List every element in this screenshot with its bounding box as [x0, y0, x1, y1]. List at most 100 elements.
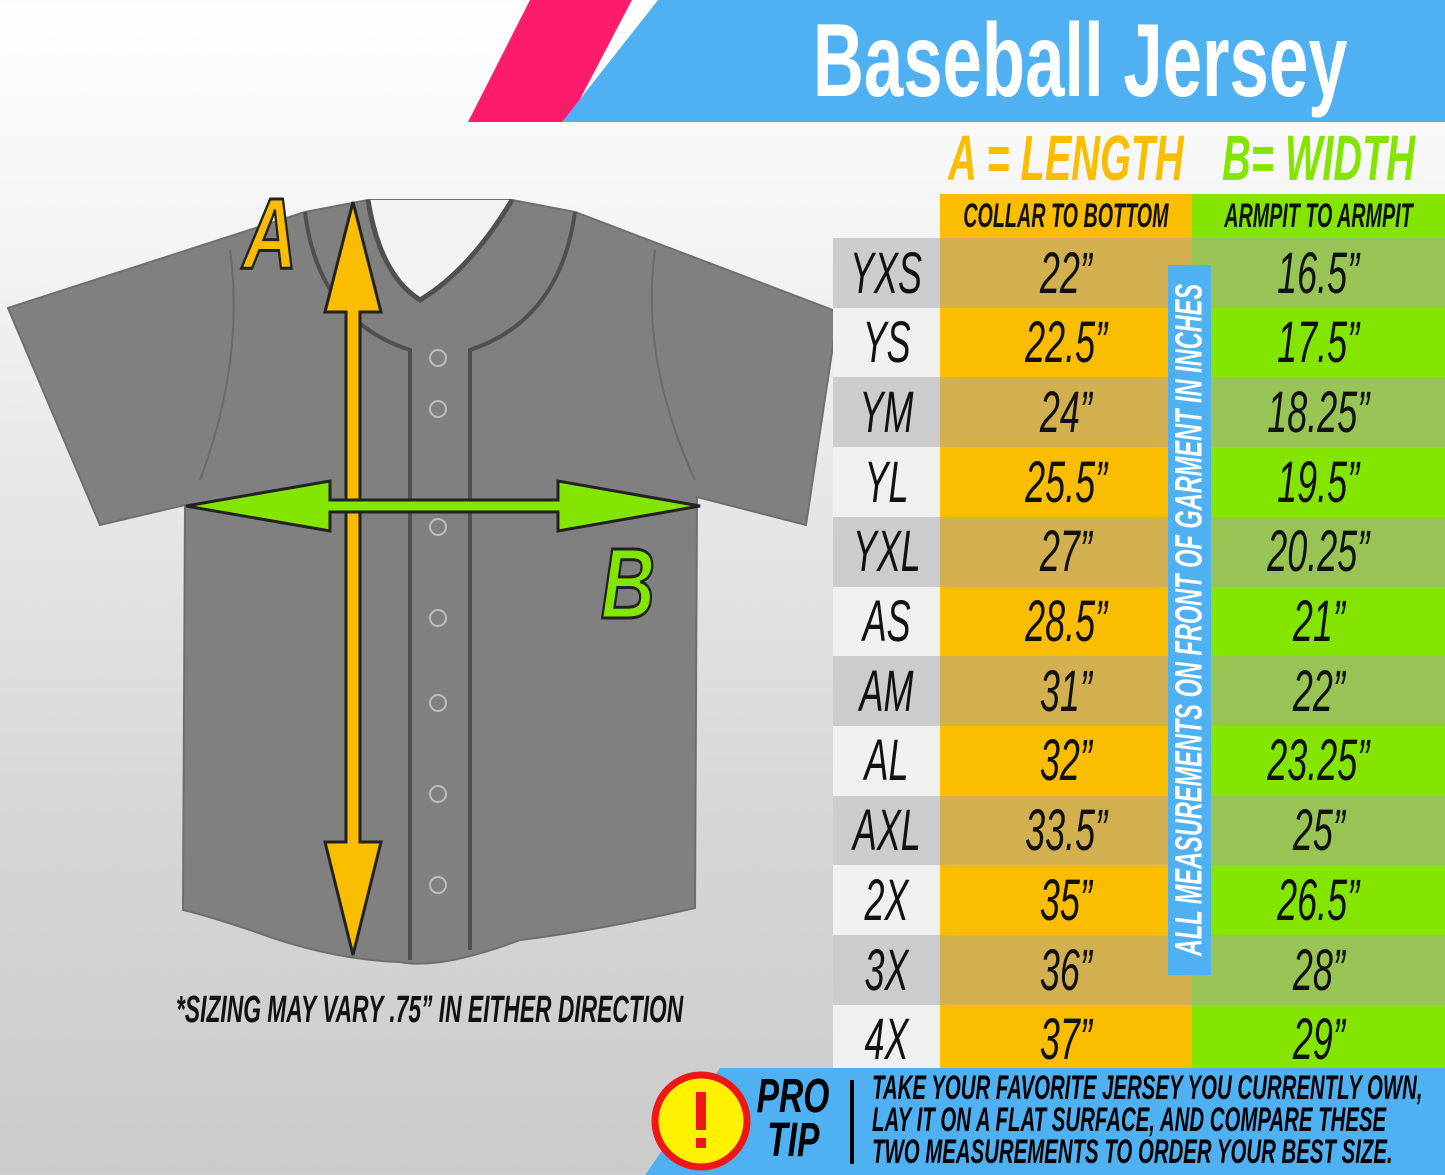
size-cell-text: AS	[862, 589, 911, 654]
width-cell: 22”	[1192, 656, 1445, 727]
width-cell: 19.5”	[1192, 447, 1445, 518]
width-arrow	[185, 479, 701, 533]
length-cell: 32”	[940, 725, 1192, 796]
table-row: 2X 35” 26.5”	[833, 865, 1445, 936]
protip-text: TAKE YOUR FAVORITE JERSEY YOU CURRENTLY …	[872, 1069, 1445, 1171]
size-cell: AXL	[833, 795, 940, 866]
length-cell-text: 32”	[1040, 728, 1092, 794]
width-cell-text: 20.25”	[1267, 519, 1370, 585]
table-row: AXL 33.5” 25”	[833, 795, 1445, 866]
page-title: Baseball Jersey	[700, 0, 1445, 122]
table-row: YS 22.5” 17.5”	[833, 307, 1445, 378]
size-cell-text: AL	[864, 728, 909, 794]
length-cell-text: 25.5”	[1025, 449, 1107, 515]
width-cell-text: 23.25”	[1267, 728, 1370, 794]
divider	[850, 1080, 854, 1164]
length-subtitle: COLLAR TO BOTTOM	[963, 196, 1169, 235]
size-cell-text: YL	[864, 449, 909, 515]
table-row: 3X 36” 28”	[833, 935, 1445, 1005]
jersey-shape	[6, 198, 840, 965]
length-cell-text: 33.5”	[1025, 798, 1107, 864]
width-cell-text: 25”	[1292, 798, 1345, 864]
width-cell-text: 26.5”	[1277, 867, 1360, 933]
length-subheader: COLLAR TO BOTTOM	[940, 194, 1192, 238]
size-cell-text: YXL	[852, 519, 921, 585]
width-cell-text: 29”	[1292, 1007, 1345, 1073]
label-b: B	[601, 527, 655, 639]
width-cell: 20.25”	[1192, 516, 1445, 587]
length-cell-text: 22”	[1040, 240, 1092, 306]
length-cell: 24”	[940, 377, 1192, 448]
length-cell: 22”	[940, 238, 1192, 308]
protip-line: TWO MEASUREMENTS TO ORDER YOUR BEST SIZE…	[872, 1133, 1393, 1171]
length-cell: 33.5”	[940, 795, 1192, 866]
width-cell: 21”	[1192, 586, 1445, 657]
length-cell-text: 31”	[1040, 658, 1092, 724]
size-cell-text: AM	[859, 658, 914, 724]
length-cell: 25.5”	[940, 447, 1192, 518]
width-cell: 23.25”	[1192, 725, 1445, 796]
length-cell: 22.5”	[940, 307, 1192, 378]
length-cell-text: 28.5”	[1025, 589, 1107, 654]
size-cell-text: 2X	[864, 867, 909, 933]
protip-label: PRO TIP	[738, 1070, 848, 1165]
width-cell-text: 16.5”	[1277, 240, 1360, 306]
size-cell: 4X	[833, 1004, 940, 1075]
width-cell: 17.5”	[1192, 307, 1445, 378]
buttons	[429, 349, 447, 894]
length-cell: 35”	[940, 865, 1192, 936]
size-cell: YXL	[833, 516, 940, 587]
width-title: B= WIDTH	[1222, 122, 1415, 194]
size-cell: AM	[833, 656, 940, 727]
width-cell-text: 21”	[1292, 589, 1345, 654]
pink-stripe	[468, 0, 632, 122]
sizing-note-text: *SIZING MAY VARY .75” IN EITHER DIRECTIO…	[176, 988, 684, 1031]
size-cell: YXS	[833, 238, 940, 308]
size-cell-text: AXL	[852, 798, 921, 864]
size-cell: AS	[833, 586, 940, 657]
size-cell: AL	[833, 725, 940, 796]
size-cell: YL	[833, 447, 940, 518]
table-row: AS 28.5” 21”	[833, 586, 1445, 657]
length-title: A = LENGTH	[948, 122, 1184, 194]
length-arrow	[323, 201, 383, 956]
length-cell-text: 35”	[1040, 867, 1092, 933]
length-cell-text: 36”	[1040, 937, 1092, 1003]
width-cell: 26.5”	[1192, 865, 1445, 936]
protip-banner	[645, 1068, 1445, 1175]
length-cell: 28.5”	[940, 586, 1192, 657]
length-cell: 27”	[940, 516, 1192, 587]
protip-line: LAY IT ON A FLAT SURFACE, AND COMPARE TH…	[872, 1101, 1387, 1139]
size-cell: YS	[833, 307, 940, 378]
length-cell: 31”	[940, 656, 1192, 727]
label-a: A	[241, 177, 297, 289]
size-cell: 3X	[833, 935, 940, 1005]
size-cell: 2X	[833, 865, 940, 936]
width-cell: 29”	[1192, 1004, 1445, 1075]
size-cell: YM	[833, 377, 940, 448]
table-row: YL 25.5” 19.5”	[833, 447, 1445, 518]
measurement-note-vertical: ALL MEASUREMENTS ON FRONT OF GARMENT IN …	[1168, 265, 1211, 975]
length-cell-text: 22.5”	[1025, 310, 1107, 376]
side-label-text: ALL MEASUREMENTS ON FRONT OF GARMENT IN …	[1168, 283, 1210, 957]
size-cell-text: 4X	[864, 1007, 909, 1073]
width-cell-text: 22”	[1292, 658, 1345, 724]
width-cell: 16.5”	[1192, 238, 1445, 308]
width-cell-text: 19.5”	[1277, 449, 1360, 515]
width-subtitle: ARMPIT TO ARMPIT	[1224, 196, 1413, 235]
size-cell-text: YXS	[850, 240, 923, 306]
width-cell-text: 17.5”	[1277, 310, 1360, 376]
width-cell: 25”	[1192, 795, 1445, 866]
width-cell: 18.25”	[1192, 377, 1445, 448]
width-cell-text: 18.25”	[1267, 379, 1370, 445]
pro-text: PRO	[756, 1070, 830, 1123]
protip-line: TAKE YOUR FAVORITE JERSEY YOU CURRENTLY …	[872, 1069, 1423, 1107]
width-header: B= WIDTH	[1192, 122, 1445, 195]
width-cell: 28”	[1192, 935, 1445, 1005]
table-row: 4X 37” 29”	[833, 1004, 1445, 1075]
table-row: AL 32” 23.25”	[833, 725, 1445, 796]
table-row: YXS 22” 16.5”	[833, 238, 1445, 308]
sizing-note: *SIZING MAY VARY .75” IN EITHER DIRECTIO…	[100, 985, 760, 1035]
title-text: Baseball Jersey	[812, 2, 1348, 119]
length-cell-text: 37”	[1040, 1007, 1092, 1073]
